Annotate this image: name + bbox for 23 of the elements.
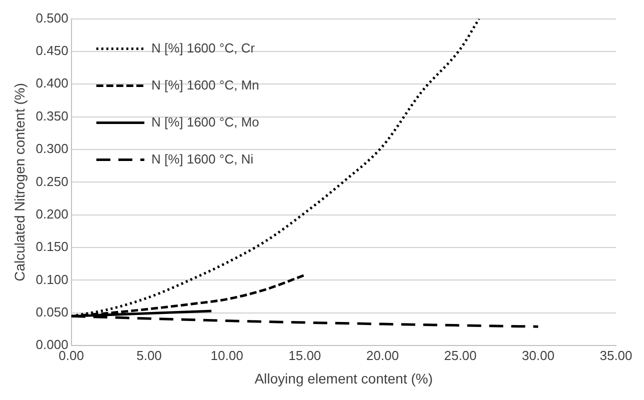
legend-label: N [%] 1600 °C, Ni xyxy=(151,151,254,166)
x-axis-title: Alloying element content (%) xyxy=(254,370,433,386)
legend-label: N [%] 1600 °C, Mo xyxy=(151,114,260,130)
y-tick-label: 0.200 xyxy=(36,206,68,222)
y-tick-label: 0.150 xyxy=(36,239,68,254)
x-tick-label: 25.00 xyxy=(444,348,477,363)
legend-label: N [%] 1600 °C, Mn xyxy=(151,77,260,92)
y-tick-label: 0.100 xyxy=(36,272,68,287)
x-tick-label: 20.00 xyxy=(366,348,399,363)
x-tick-label: 15.00 xyxy=(288,348,322,363)
x-tick-label: 10.00 xyxy=(210,348,244,363)
y-tick-label: 0.050 xyxy=(36,304,68,320)
y-tick-label: 0.450 xyxy=(36,43,68,58)
x-tick-label: 35.00 xyxy=(600,348,632,363)
y-tick-label: 0.300 xyxy=(36,141,68,156)
y-tick-label: 0.350 xyxy=(36,108,68,124)
y-axis-title: Calculated Nitrogen content (%) xyxy=(11,82,28,282)
x-tick-label: 5.00 xyxy=(136,348,162,363)
x-tick-label: 30.00 xyxy=(522,348,554,363)
legend-label: N [%] 1600 °C, Cr xyxy=(151,40,256,56)
y-tick-label: 0.500 xyxy=(36,10,68,26)
y-tick-label: 0.400 xyxy=(36,76,68,91)
y-tick-label: 0.250 xyxy=(36,174,68,189)
